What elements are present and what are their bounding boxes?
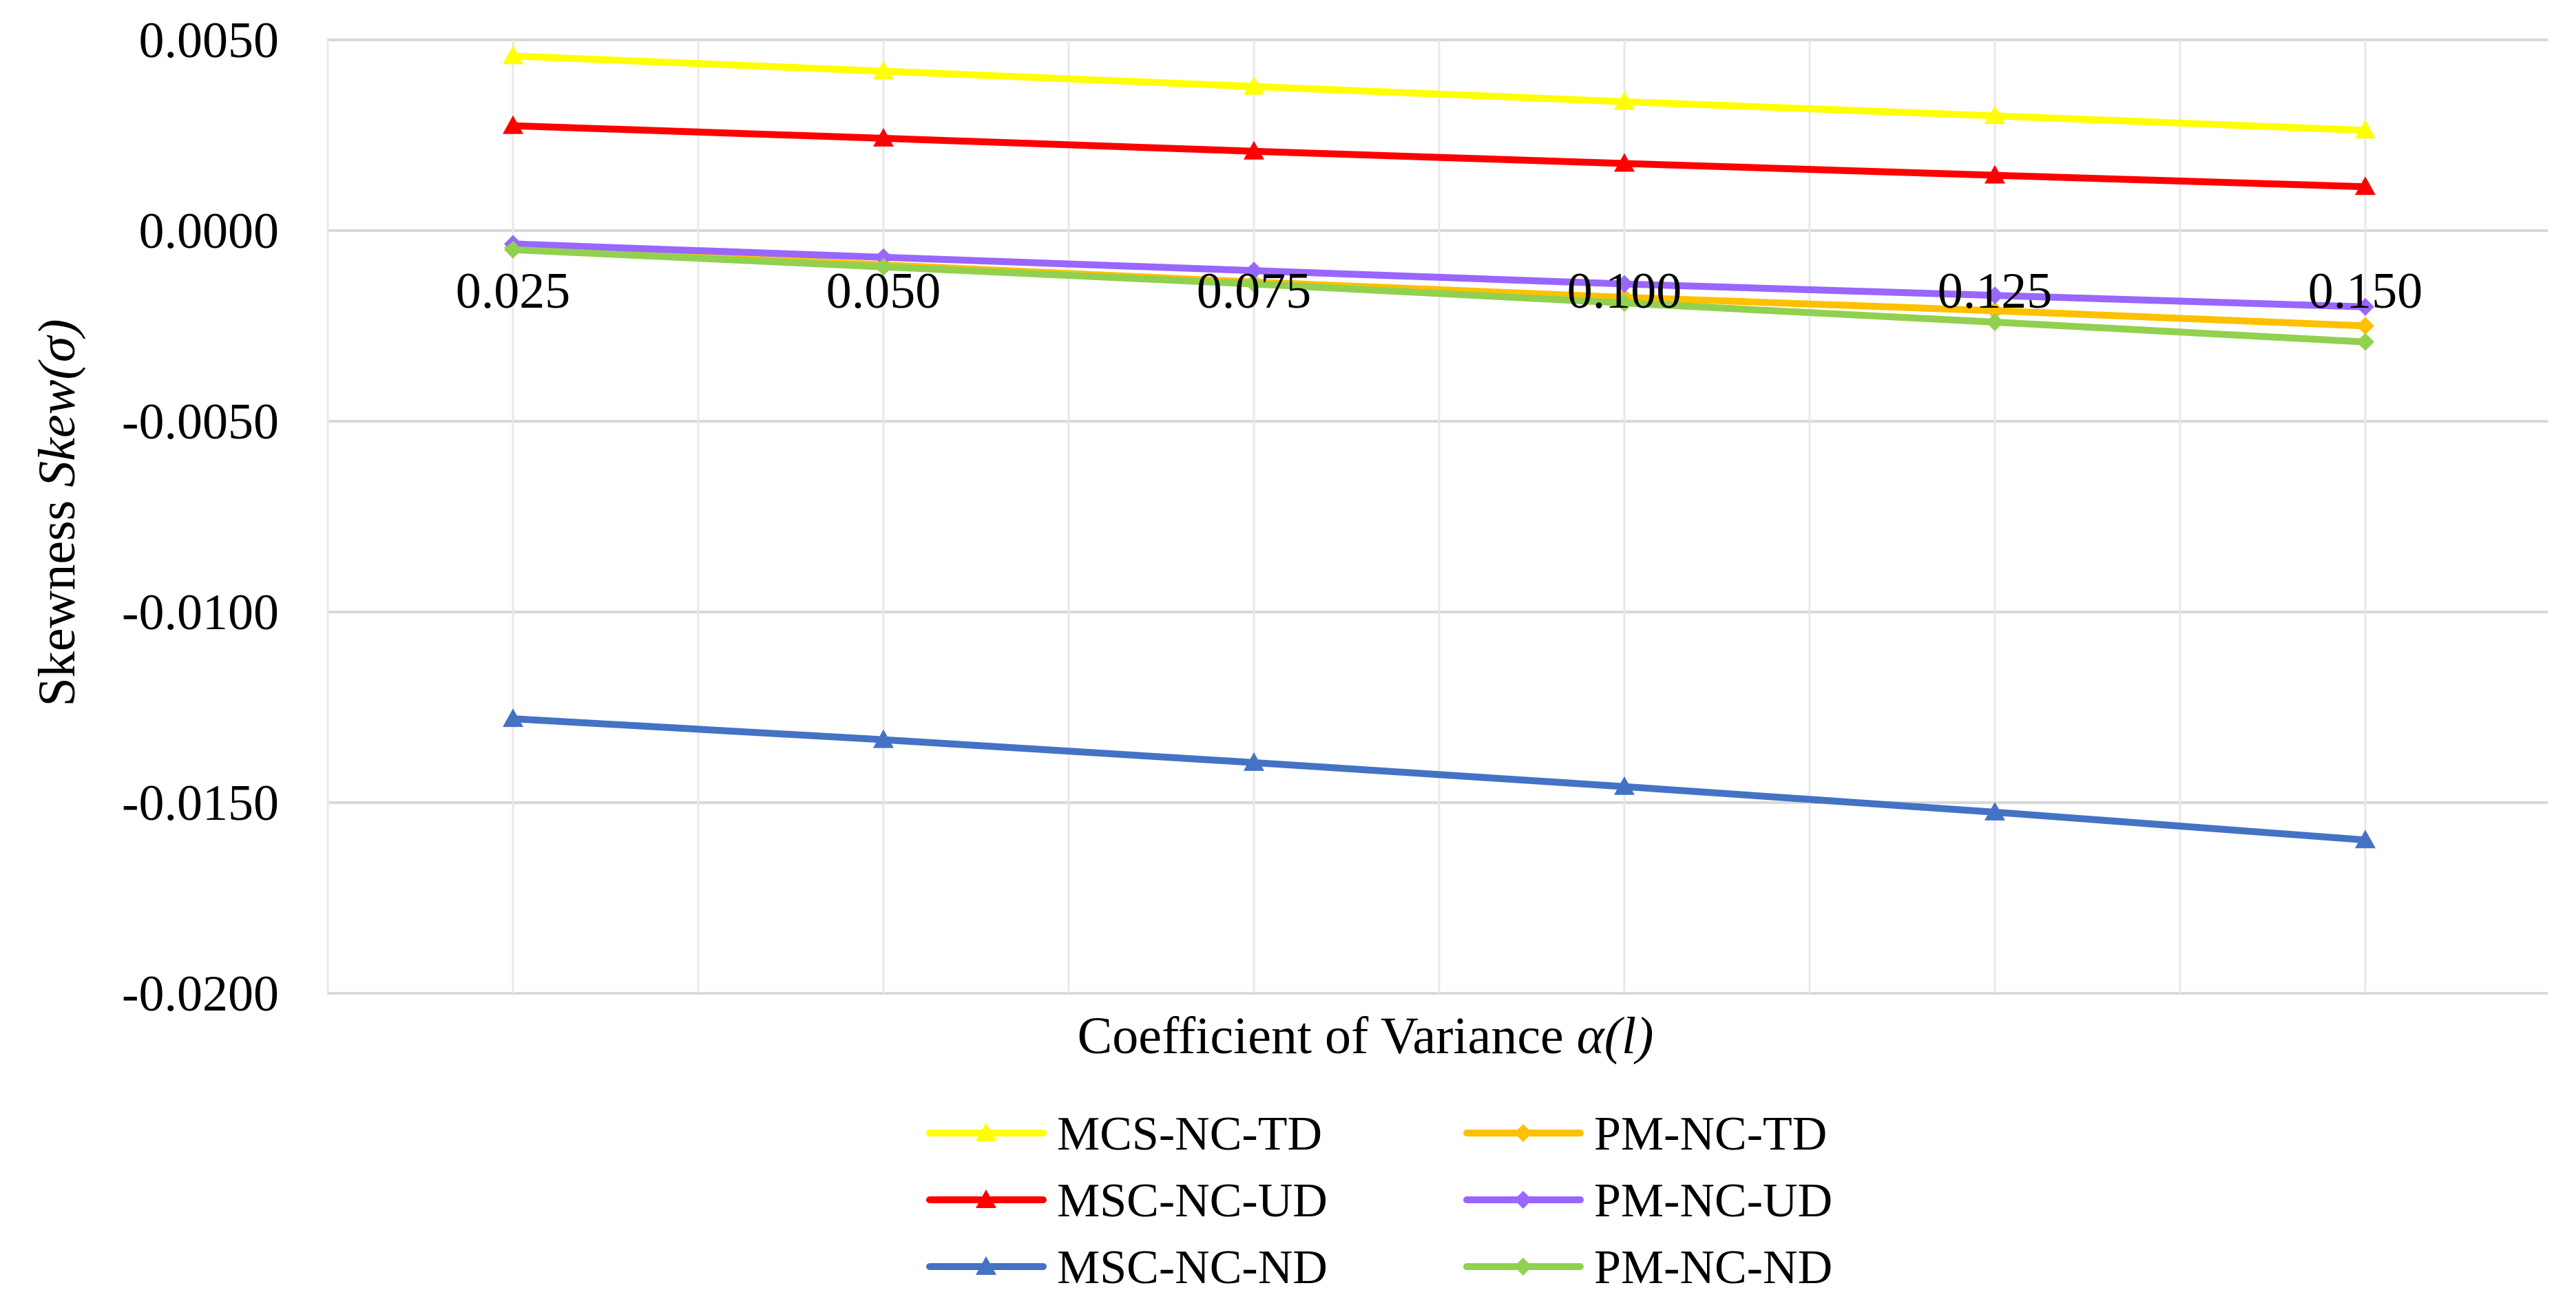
series-line-MCS-NC-TD: [510, 52, 2369, 134]
point-PM-NC-ND-1: [875, 257, 892, 276]
legend-item-PM-NC-UD: PM-NC-UD: [1463, 1174, 1832, 1227]
x-tick-label-5: 0.150: [2308, 263, 2423, 319]
point-PM-NC-UD-3: [1615, 275, 1633, 293]
point-MSC-NC-UD-0: [503, 115, 523, 134]
point-MSC-NC-UD-3: [1614, 153, 1635, 172]
legend-swatch-marker: [976, 1256, 996, 1275]
point-MSC-NC-ND-2: [1244, 752, 1264, 771]
y-tick-label-4: -0.0150: [122, 775, 279, 832]
point-MSC-NC-UD-2: [1244, 140, 1264, 160]
x-tick-label-3: 0.100: [1567, 263, 1682, 319]
legend-swatch-marker: [1514, 1191, 1532, 1209]
y-tick-label-5: -0.0200: [122, 966, 279, 1022]
point-MSC-NC-ND-3: [1614, 776, 1635, 795]
legend-label: PM-NC-TD: [1594, 1108, 1827, 1161]
series-line-PM-NC-ND: [510, 246, 2369, 346]
legend-item-PM-NC-ND: PM-NC-ND: [1463, 1241, 1832, 1294]
legend-label: MCS-NC-TD: [1057, 1108, 1322, 1161]
x-tick-label-0: 0.025: [456, 263, 571, 319]
series-group: [503, 45, 2376, 849]
y-tick-label-1: 0.0000: [139, 203, 280, 260]
y-axis-title: Skewness Skew(σ): [28, 319, 86, 706]
series-line-PM-NC-UD: [510, 240, 2369, 310]
series-MCS-NC-TD: [503, 45, 2376, 139]
legend-label: PM-NC-UD: [1594, 1174, 1832, 1227]
legend-swatch-marker: [1514, 1258, 1532, 1276]
point-MSC-NC-UD-4: [1985, 165, 2005, 184]
point-PM-NC-UD-1: [875, 248, 892, 266]
legend-swatch-marker: [1514, 1124, 1532, 1142]
x-tick-label-4: 0.125: [1938, 263, 2053, 319]
point-MCS-NC-TD-2: [1244, 76, 1264, 95]
point-PM-NC-UD-5: [2356, 297, 2374, 316]
point-PM-NC-UD-4: [1986, 286, 2004, 305]
legend-item-MSC-NC-UD: MSC-NC-UD: [926, 1174, 1328, 1227]
x-tick-label-2: 0.075: [1197, 263, 1312, 319]
series-line-MSC-NC-UD: [510, 122, 2369, 191]
series-MSC-NC-UD: [503, 115, 2376, 195]
point-MSC-NC-UD-1: [873, 127, 894, 147]
point-MSC-NC-ND-1: [873, 729, 894, 748]
legend-label: PM-NC-ND: [1594, 1241, 1832, 1294]
grid-lines: [326, 39, 2548, 995]
y-tick-label-2: -0.0050: [122, 394, 279, 450]
legend: MCS-NC-TD PM-NC-TD MSC-NC-UD PM-NC-UD MSC-NC…: [926, 1108, 1832, 1294]
legend-label: MSC-NC-UD: [1057, 1174, 1328, 1227]
point-PM-NC-ND-2: [1245, 275, 1263, 293]
x-tick-label-1: 0.050: [826, 263, 941, 319]
x-axis-tick-labels: 0.025 0.050 0.075 0.100 0.125 0.150: [456, 263, 2423, 319]
point-PM-NC-TD-5: [2356, 317, 2374, 335]
point-MCS-NC-TD-1: [873, 61, 894, 80]
x-axis-title: Coefficient of Variance α(l): [1078, 1007, 1654, 1065]
series-line-MSC-NC-ND: [510, 715, 2369, 844]
point-MCS-NC-TD-5: [2355, 120, 2376, 139]
y-tick-label-0: 0.0050: [139, 12, 280, 69]
point-PM-NC-ND-5: [2356, 332, 2374, 351]
point-MCS-NC-TD-0: [503, 45, 523, 65]
point-PM-NC-ND-4: [1986, 313, 2004, 331]
series-PM-NC-ND: [504, 240, 2374, 351]
point-MSC-NC-ND-5: [2355, 829, 2376, 849]
legend-swatch-marker: [976, 1189, 996, 1208]
legend-item-MCS-NC-TD: MCS-NC-TD: [926, 1108, 1322, 1161]
y-tick-label-3: -0.0100: [122, 584, 279, 641]
point-MSC-NC-UD-5: [2355, 176, 2376, 195]
point-PM-NC-ND-3: [1615, 294, 1633, 313]
point-MCS-NC-TD-3: [1614, 91, 1635, 110]
series-PM-NC-UD: [504, 235, 2374, 316]
legend-swatch-marker: [976, 1123, 996, 1141]
point-PM-NC-TD-4: [1986, 302, 2004, 320]
point-MSC-NC-ND-0: [503, 708, 523, 728]
point-PM-NC-UD-2: [1245, 262, 1263, 280]
legend-item-MSC-NC-ND: MSC-NC-ND: [926, 1241, 1328, 1294]
point-MCS-NC-TD-4: [1985, 105, 2005, 125]
y-axis-tick-labels: 0.0050 0.0000 -0.0050 -0.0100 -0.0150 -0.0200: [122, 12, 279, 1022]
point-PM-NC-ND-0: [504, 240, 522, 259]
legend-label: MSC-NC-ND: [1057, 1241, 1328, 1294]
series-MSC-NC-ND: [503, 708, 2376, 849]
point-MSC-NC-ND-4: [1985, 801, 2005, 821]
legend-item-PM-NC-TD: PM-NC-TD: [1463, 1108, 1827, 1161]
